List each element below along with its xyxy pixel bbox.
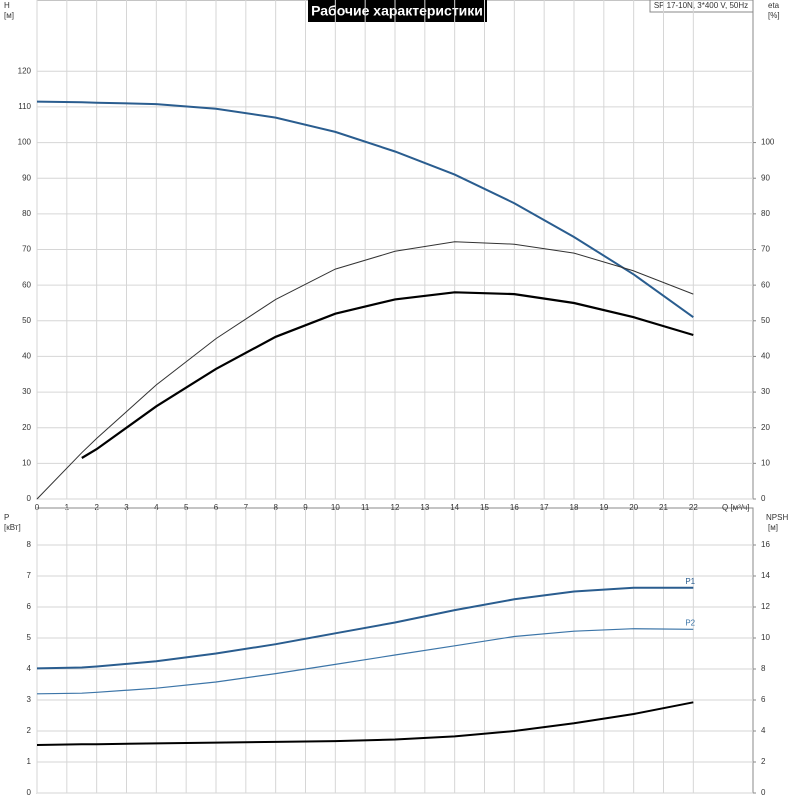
y2-tick-label: 50 <box>761 316 770 325</box>
y2-tick-label: 70 <box>761 245 770 254</box>
x-tick-label: 9 <box>303 503 308 512</box>
series-line <box>36 241 694 500</box>
y-tick-label: 40 <box>22 352 31 361</box>
series-line <box>36 586 694 670</box>
y2-tick-label: 80 <box>761 209 770 218</box>
y2-tick-label: 12 <box>761 602 770 611</box>
chart-title: Рабочие характеристики <box>311 3 483 19</box>
x-tick-label: 3 <box>124 503 129 512</box>
y-tick-label: 3 <box>27 695 32 704</box>
y-tick-label: 80 <box>22 209 31 218</box>
x-tick-label: 22 <box>689 503 698 512</box>
y-tick-label: 7 <box>27 571 32 580</box>
subtitle: SP 17-10N, 3*400 V, 50Hz <box>654 1 748 10</box>
subtitle-box <box>649 0 754 13</box>
x-tick-label: 21 <box>659 503 668 512</box>
y2-tick-label: 14 <box>761 571 770 580</box>
y-tick-label: 50 <box>22 316 31 325</box>
x-tick-label: 6 <box>214 503 219 512</box>
y2-axis-label: eta <box>768 1 780 10</box>
x-tick-label: 14 <box>450 503 459 512</box>
y2-tick-label: 100 <box>761 138 775 147</box>
y2-tick-label: 40 <box>761 352 770 361</box>
y2-tick-label: 10 <box>761 458 770 467</box>
title-box <box>308 0 487 22</box>
y2-tick-label: 4 <box>761 726 766 735</box>
x-tick-label: 18 <box>570 503 579 512</box>
y-tick-label: 20 <box>22 423 31 432</box>
y-tick-label: 0 <box>27 788 32 797</box>
y2-tick-label: 16 <box>761 540 770 549</box>
x-tick-label: 15 <box>480 503 489 512</box>
series-line <box>81 291 694 459</box>
x-tick-label: 4 <box>154 503 159 512</box>
y-axis-unit: [м] <box>4 11 14 20</box>
x-tick-label: 2 <box>94 503 99 512</box>
series-label: P2 <box>685 618 695 627</box>
y-tick-label: 120 <box>18 66 32 75</box>
y-tick-label: 30 <box>22 387 31 396</box>
y2-tick-label: 30 <box>761 387 770 396</box>
y-tick-label: 6 <box>27 602 32 611</box>
y2-tick-label: 60 <box>761 280 770 289</box>
y-tick-label: 8 <box>27 540 32 549</box>
x-tick-label: 20 <box>629 503 638 512</box>
y-axis-unit: [кВт] <box>4 523 21 532</box>
series-line <box>36 628 694 695</box>
y-axis-label: P <box>4 513 9 522</box>
x-tick-label: 12 <box>391 503 400 512</box>
x-tick-label: 16 <box>510 503 519 512</box>
y-tick-label: 4 <box>27 664 32 673</box>
y2-axis-unit: [м] <box>768 523 778 532</box>
y-axis-label: H <box>4 1 10 10</box>
y-tick-label: 0 <box>27 494 32 503</box>
x-tick-label: 1 <box>65 503 70 512</box>
x-tick-label: 0 <box>35 503 40 512</box>
y-tick-label: 60 <box>22 280 31 289</box>
x-tick-label: 17 <box>540 503 549 512</box>
y2-tick-label: 20 <box>761 423 770 432</box>
y-tick-label: 110 <box>18 102 31 111</box>
y2-tick-label: 8 <box>761 664 766 673</box>
series-line <box>36 100 694 319</box>
y2-tick-label: 6 <box>761 695 766 704</box>
x-tick-label: 11 <box>361 503 370 512</box>
y2-tick-label: 2 <box>761 757 766 766</box>
y2-axis-unit: [%] <box>768 11 780 20</box>
y-tick-label: 70 <box>22 245 31 254</box>
y2-tick-label: 0 <box>761 494 766 503</box>
series-line <box>36 701 694 746</box>
x-tick-label: 10 <box>331 503 340 512</box>
y2-tick-label: 10 <box>761 633 770 642</box>
y-tick-label: 10 <box>22 458 31 467</box>
y-tick-label: 2 <box>27 726 32 735</box>
y-tick-label: 1 <box>27 757 32 766</box>
series-label: P1 <box>685 577 695 586</box>
y2-axis-label: NPSH <box>766 513 788 522</box>
y2-tick-label: 0 <box>761 788 766 797</box>
x-tick-label: 8 <box>273 503 278 512</box>
x-axis-label: Q [м³/ч] <box>722 503 749 512</box>
y-tick-label: 5 <box>27 633 32 642</box>
x-tick-label: 5 <box>184 503 189 512</box>
x-tick-label: 19 <box>599 503 608 512</box>
y2-tick-label: 90 <box>761 173 770 182</box>
y-tick-label: 100 <box>18 138 32 147</box>
y-tick-label: 90 <box>22 173 31 182</box>
x-tick-label: 13 <box>420 503 429 512</box>
x-tick-label: 7 <box>244 503 249 512</box>
